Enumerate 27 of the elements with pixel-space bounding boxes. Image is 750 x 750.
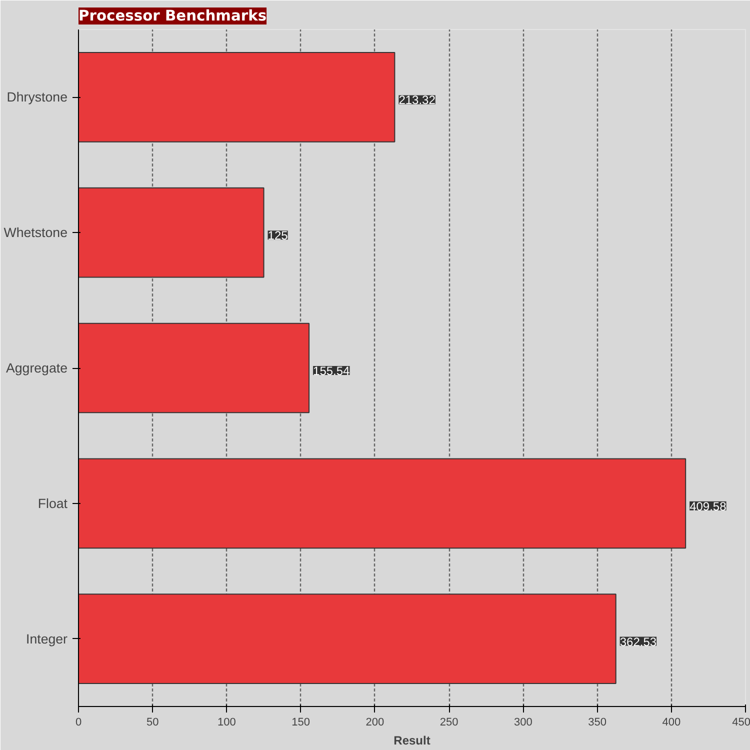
y-tick-label: Integer: [26, 631, 68, 646]
x-tick-label: 400: [662, 716, 681, 728]
x-tick-label: 100: [218, 716, 236, 728]
x-axis-title: Result: [394, 734, 430, 748]
chart-title: Processor Benchmarks: [78, 8, 267, 24]
bar: [78, 458, 686, 549]
x-tick-label: 150: [292, 716, 310, 728]
y-tick-label: Float: [38, 496, 68, 511]
x-tick-label: 0: [75, 716, 82, 728]
x-tick-label: 300: [514, 716, 532, 728]
x-tick-label: 200: [366, 716, 384, 728]
data-label: 125: [268, 228, 288, 243]
y-tick-label: Dhrystone: [6, 90, 68, 105]
data-label: 362.53: [620, 634, 657, 649]
x-tick-label: 250: [440, 716, 458, 728]
bar: [78, 322, 310, 414]
x-tick-label: 450: [732, 716, 750, 728]
x-tick-label: 350: [588, 716, 606, 728]
x-tick-label: 50: [146, 716, 159, 728]
data-label: 409.58: [690, 499, 727, 514]
y-tick-label: Aggregate: [6, 360, 68, 376]
bar: [78, 187, 264, 278]
bar: [78, 594, 616, 684]
data-label: 213.32: [398, 93, 436, 108]
data-label: 155.54: [313, 364, 350, 378]
bar: [78, 52, 396, 142]
y-tick-label: Whetstone: [4, 225, 68, 240]
